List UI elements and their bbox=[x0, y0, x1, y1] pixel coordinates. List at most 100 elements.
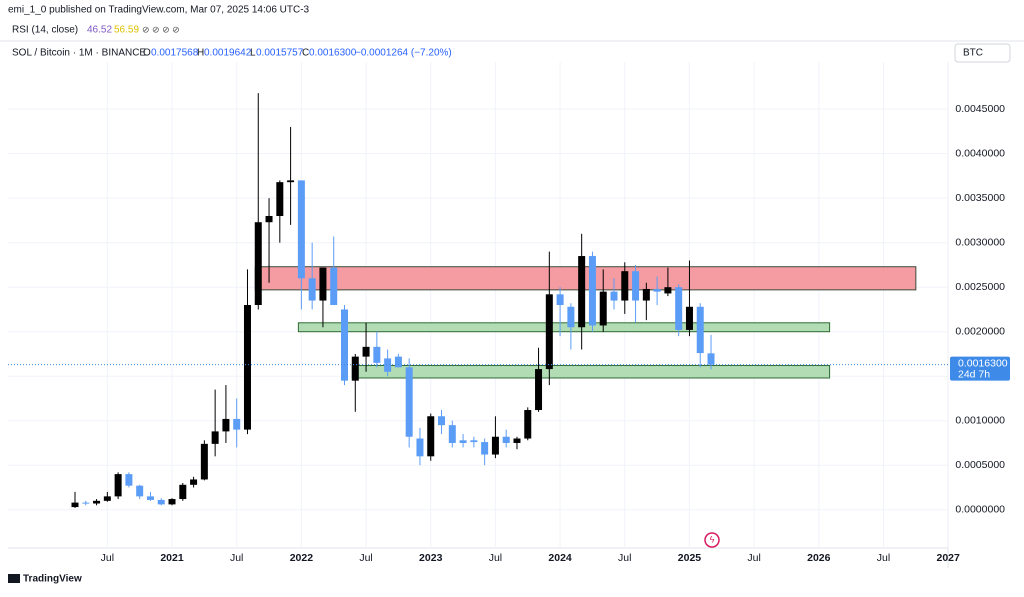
ohlc-value: 0.0019642 bbox=[204, 48, 252, 59]
candle-body bbox=[685, 306, 693, 330]
candle-body bbox=[125, 474, 133, 486]
y-tick-label: 0.0005000 bbox=[955, 459, 1005, 471]
candle-body bbox=[233, 418, 241, 430]
x-tick-label: Jul bbox=[101, 552, 114, 564]
candle-body bbox=[265, 215, 273, 223]
countdown: 24d 7h bbox=[958, 368, 990, 380]
event-icon[interactable] bbox=[704, 532, 720, 548]
candle-body bbox=[664, 287, 672, 294]
x-tick-label: 2023 bbox=[419, 552, 443, 564]
candle-body bbox=[610, 291, 618, 301]
ohlc-value: 0.0016300 bbox=[309, 48, 357, 59]
ohlc-value: 0.0015757 bbox=[256, 48, 304, 59]
x-tick-label: Jul bbox=[359, 552, 372, 564]
candle-body bbox=[254, 222, 262, 305]
candle-body bbox=[168, 499, 176, 505]
candle-body bbox=[351, 356, 359, 381]
y-tick-label: 0.0030000 bbox=[955, 236, 1005, 248]
candle-body bbox=[394, 356, 402, 368]
candle-body bbox=[136, 485, 144, 497]
candle-body bbox=[211, 431, 219, 444]
icons[interactable]: ⊘ ⊘ ⊘ ⊘ bbox=[142, 24, 180, 34]
x-tick-label: 2027 bbox=[937, 552, 961, 564]
candle-body bbox=[675, 287, 683, 330]
x-tick-label: 2026 bbox=[807, 552, 831, 564]
rsi-label: RSI (14, close) bbox=[12, 25, 78, 36]
x-tick-label: 2022 bbox=[290, 552, 314, 564]
candle-body bbox=[146, 496, 154, 500]
candle-body bbox=[157, 499, 165, 505]
candle-body bbox=[222, 418, 230, 432]
currency: BTC bbox=[963, 48, 983, 59]
ohlc-value: 0.0017568 bbox=[151, 48, 199, 59]
candle-body bbox=[632, 271, 640, 301]
y-tick-label: 0.0010000 bbox=[955, 414, 1005, 426]
rsi-value: 56.59 bbox=[114, 25, 139, 36]
zone bbox=[297, 322, 831, 333]
plot bbox=[8, 62, 949, 548]
rsi-value: 46.52 bbox=[87, 25, 112, 36]
candle-body bbox=[71, 502, 79, 508]
last-price-label: 0.0016300 bbox=[958, 357, 1008, 369]
candle-body bbox=[200, 443, 208, 480]
y-tick-label: 0.0040000 bbox=[955, 147, 1005, 159]
candle-body bbox=[524, 410, 532, 439]
symbol: SOL / Bitcoin · 1M · BINANCE bbox=[12, 48, 146, 59]
y-tick-label: 0.0045000 bbox=[955, 103, 1005, 115]
candle-body bbox=[545, 294, 553, 370]
zone bbox=[254, 266, 917, 291]
candle-body bbox=[114, 474, 122, 497]
candle-body bbox=[341, 309, 348, 381]
candle-body bbox=[297, 180, 305, 279]
candle-body bbox=[373, 346, 381, 363]
candle-body bbox=[588, 256, 596, 326]
candle-body bbox=[448, 425, 456, 443]
x-tick-label: 2021 bbox=[160, 552, 184, 564]
y-tick-label: 0.0025000 bbox=[955, 281, 1005, 293]
ohlc-key: H bbox=[197, 48, 204, 59]
logo bbox=[8, 574, 20, 583]
candle-body bbox=[93, 500, 101, 504]
candle-body bbox=[491, 436, 499, 455]
ohlc-key: C bbox=[302, 48, 309, 59]
x-tick-label: Jul bbox=[877, 552, 890, 564]
candle-body bbox=[438, 416, 446, 426]
y-tick-label: 0.0035000 bbox=[955, 192, 1005, 204]
candle-body bbox=[103, 496, 111, 501]
candle-body bbox=[535, 369, 543, 411]
candle-body bbox=[384, 358, 392, 372]
candle-body bbox=[243, 305, 251, 430]
candle-body bbox=[319, 267, 327, 301]
y-tick-label: 0.0020000 bbox=[955, 325, 1005, 337]
candle-body bbox=[621, 271, 629, 301]
x-tick-label: Jul bbox=[618, 552, 631, 564]
candle-body bbox=[459, 440, 467, 443]
candle-body bbox=[567, 306, 575, 328]
brand: TradingView bbox=[23, 574, 82, 585]
x-tick-label: 2024 bbox=[548, 552, 572, 564]
candle-body bbox=[707, 353, 715, 365]
candle-body bbox=[330, 267, 338, 305]
candle-body bbox=[362, 346, 370, 357]
candle-body bbox=[276, 182, 284, 216]
ohlc-key: L bbox=[250, 48, 256, 59]
candle-body bbox=[287, 180, 295, 183]
candle-body bbox=[653, 288, 661, 292]
candle-body bbox=[696, 306, 704, 354]
ohlc-key: O bbox=[143, 48, 151, 59]
x-tick-label: 2025 bbox=[678, 552, 702, 564]
candle-body bbox=[405, 367, 413, 437]
x-tick-label: Jul bbox=[747, 552, 760, 564]
currency-box[interactable] bbox=[954, 43, 1011, 63]
candle-body bbox=[308, 278, 316, 301]
event-icon-glyph: ϟ bbox=[710, 534, 715, 544]
candle-body bbox=[556, 294, 564, 305]
header: emi_1_0 published on TradingView.com, Ma… bbox=[8, 5, 310, 16]
candle-body bbox=[502, 436, 510, 443]
candle-body bbox=[599, 291, 607, 326]
candle-body bbox=[190, 479, 198, 485]
x-tick-label: Jul bbox=[489, 552, 502, 564]
candle-body bbox=[513, 438, 521, 443]
